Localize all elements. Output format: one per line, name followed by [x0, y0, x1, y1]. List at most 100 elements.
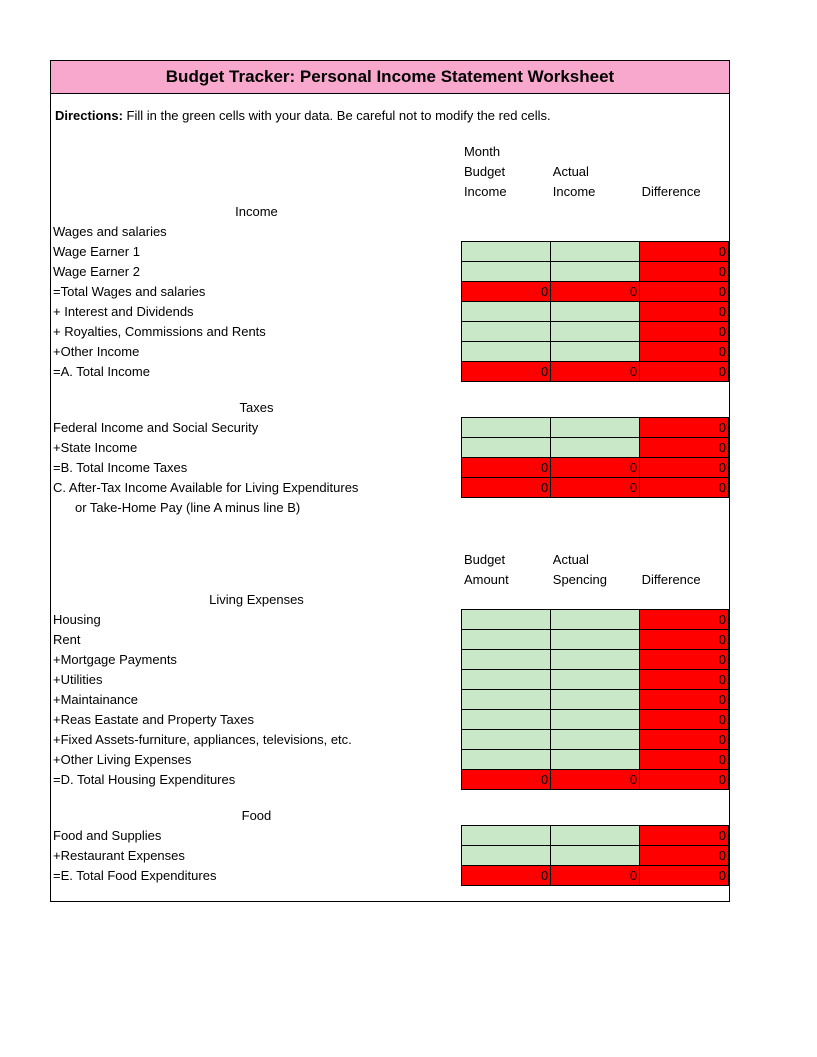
calc-cell: 0	[640, 709, 729, 729]
input-cell[interactable]	[551, 437, 640, 457]
input-cell[interactable]	[462, 729, 551, 749]
input-cell[interactable]	[462, 689, 551, 709]
calc-cell: 0	[462, 477, 551, 497]
input-cell[interactable]	[551, 749, 640, 769]
row-label: Food and Supplies	[51, 825, 462, 845]
input-cell[interactable]	[551, 321, 640, 341]
input-cell[interactable]	[551, 689, 640, 709]
col-income1: Income	[462, 181, 551, 201]
directions: Directions: Fill in the green cells with…	[51, 94, 729, 141]
input-cell[interactable]	[462, 341, 551, 361]
row-c-after-tax: C. After-Tax Income Available for Living…	[51, 477, 729, 497]
row-d-total-housing: =D. Total Housing Expenditures 0 0 0	[51, 769, 729, 789]
row-label: +Restaurant Expenses	[51, 845, 462, 865]
input-cell[interactable]	[551, 241, 640, 261]
row-utilities: +Utilities 0	[51, 669, 729, 689]
row-label: +Utilities	[51, 669, 462, 689]
row-label: Housing	[51, 609, 462, 629]
input-cell[interactable]	[462, 609, 551, 629]
row-fixed-assets: +Fixed Assets-furniture, appliances, tel…	[51, 729, 729, 749]
input-cell[interactable]	[551, 301, 640, 321]
col-spending: Spencing	[551, 569, 640, 589]
row-label: +Fixed Assets-furniture, appliances, tel…	[51, 729, 462, 749]
input-cell[interactable]	[462, 669, 551, 689]
input-cell[interactable]	[462, 321, 551, 341]
calc-cell: 0	[551, 477, 640, 497]
row-wages-salaries: Wages and salaries	[51, 221, 729, 241]
input-cell[interactable]	[551, 709, 640, 729]
calc-cell: 0	[640, 341, 729, 361]
row-other-income: +Other Income 0	[51, 341, 729, 361]
calc-cell: 0	[640, 361, 729, 381]
input-cell[interactable]	[551, 629, 640, 649]
calc-cell: 0	[640, 281, 729, 301]
page-title: Budget Tracker: Personal Income Statemen…	[166, 67, 614, 86]
input-cell[interactable]	[462, 629, 551, 649]
input-cell[interactable]	[462, 749, 551, 769]
input-cell[interactable]	[462, 261, 551, 281]
calc-cell: 0	[640, 609, 729, 629]
header-row: Budget Actual	[51, 549, 729, 569]
calc-cell: 0	[551, 769, 640, 789]
row-label: =B. Total Income Taxes	[51, 457, 462, 477]
section-label: Income	[51, 201, 462, 221]
calc-cell: 0	[462, 281, 551, 301]
input-cell[interactable]	[551, 261, 640, 281]
calc-cell: 0	[640, 845, 729, 865]
input-cell[interactable]	[462, 649, 551, 669]
input-cell[interactable]	[462, 241, 551, 261]
calc-cell: 0	[462, 865, 551, 885]
row-label: Rent	[51, 629, 462, 649]
input-cell[interactable]	[551, 845, 640, 865]
row-label: or Take-Home Pay (line A minus line B)	[51, 497, 462, 517]
row-b-total-taxes: =B. Total Income Taxes 0 0 0	[51, 457, 729, 477]
input-cell[interactable]	[462, 437, 551, 457]
section-living-expenses: Living Expenses	[51, 589, 729, 609]
input-cell[interactable]	[462, 417, 551, 437]
input-cell[interactable]	[462, 845, 551, 865]
section-label: Living Expenses	[51, 589, 462, 609]
input-cell[interactable]	[551, 649, 640, 669]
row-label: Wages and salaries	[51, 221, 462, 241]
section-label: Food	[51, 805, 462, 825]
row-c-after-tax-cont: or Take-Home Pay (line A minus line B)	[51, 497, 729, 517]
input-cell[interactable]	[462, 825, 551, 845]
section-income: Income	[51, 201, 729, 221]
calc-cell: 0	[640, 241, 729, 261]
calc-cell: 0	[551, 361, 640, 381]
calc-cell: 0	[640, 301, 729, 321]
col-difference: Difference	[640, 181, 729, 201]
calc-cell: 0	[640, 629, 729, 649]
calc-cell: 0	[551, 457, 640, 477]
row-label: +State Income	[51, 437, 462, 457]
worksheet-container: Budget Tracker: Personal Income Statemen…	[50, 60, 730, 902]
row-restaurant: +Restaurant Expenses 0	[51, 845, 729, 865]
input-cell[interactable]	[551, 417, 640, 437]
row-food-supplies: Food and Supplies 0	[51, 825, 729, 845]
calc-cell: 0	[640, 321, 729, 341]
calc-cell: 0	[462, 769, 551, 789]
header-row: Income Income Difference	[51, 181, 729, 201]
input-cell[interactable]	[551, 825, 640, 845]
section-taxes: Taxes	[51, 397, 729, 417]
calc-cell: 0	[640, 261, 729, 281]
input-cell[interactable]	[551, 729, 640, 749]
input-cell[interactable]	[551, 609, 640, 629]
input-cell[interactable]	[551, 341, 640, 361]
header-row: Month	[51, 141, 729, 161]
row-total-wages: =Total Wages and salaries 0 0 0	[51, 281, 729, 301]
row-wage-earner2: Wage Earner 2 0	[51, 261, 729, 281]
row-a-total-income: =A. Total Income 0 0 0	[51, 361, 729, 381]
input-cell[interactable]	[462, 301, 551, 321]
calc-cell: 0	[462, 361, 551, 381]
col-budget: Budget	[462, 161, 551, 181]
col-amount: Amount	[462, 569, 551, 589]
row-label: Wage Earner 1	[51, 241, 462, 261]
row-housing: Housing 0	[51, 609, 729, 629]
input-cell[interactable]	[551, 669, 640, 689]
input-cell[interactable]	[462, 709, 551, 729]
calc-cell: 0	[640, 769, 729, 789]
col-actual2: Actual	[551, 549, 640, 569]
row-mortgage: +Mortgage Payments 0	[51, 649, 729, 669]
section-food: Food	[51, 805, 729, 825]
